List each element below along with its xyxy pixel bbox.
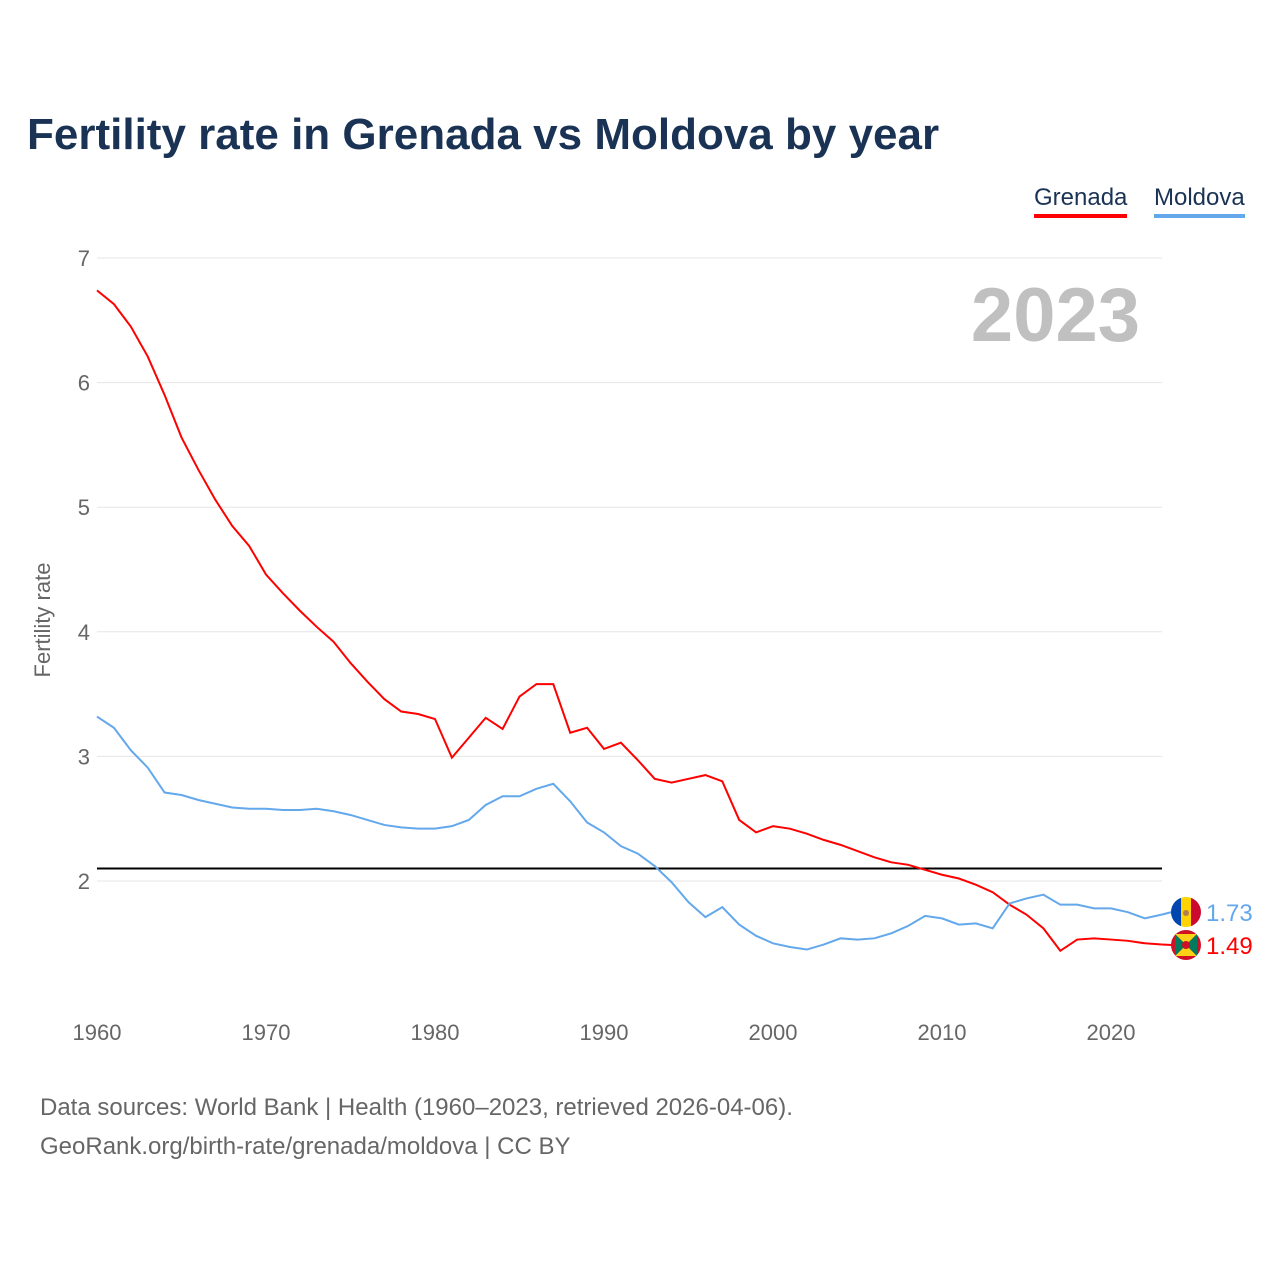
source-line-2[interactable]: GeoRank.org/birth-rate/grenada/moldova |… bbox=[40, 1133, 571, 1160]
y-tick-label: 5 bbox=[78, 495, 90, 520]
source-line-1: Data sources: World Bank | Health (1960–… bbox=[40, 1094, 793, 1121]
x-tick-label: 2020 bbox=[1087, 1020, 1136, 1045]
end-value-label-grenada: 1.49 bbox=[1206, 933, 1253, 960]
legend-moldova[interactable]: Moldova bbox=[1154, 184, 1245, 218]
y-tick-label: 6 bbox=[78, 371, 90, 396]
moldova-flag-icon bbox=[1171, 897, 1201, 927]
x-tick-label: 1970 bbox=[242, 1020, 291, 1045]
series-line-moldova bbox=[96, 715, 1162, 951]
x-tick-label: 1980 bbox=[411, 1020, 460, 1045]
x-tick-label: 2000 bbox=[749, 1020, 798, 1045]
legend-grenada[interactable]: Grenada bbox=[1034, 184, 1128, 218]
x-tick-label: 1990 bbox=[580, 1020, 629, 1045]
series-line-grenada bbox=[96, 289, 1162, 953]
year-watermark: 2023 bbox=[971, 273, 1140, 358]
y-axis-label: Fertility rate bbox=[30, 563, 55, 678]
end-connector bbox=[1161, 911, 1173, 916]
source-note: Data sources: World Bank | Health (1960–… bbox=[40, 1088, 793, 1166]
y-tick-label: 4 bbox=[78, 620, 90, 645]
end-value-label-moldova: 1.73 bbox=[1206, 900, 1253, 927]
x-tick-label: 1960 bbox=[73, 1020, 122, 1045]
x-tick-label: 2010 bbox=[918, 1020, 967, 1045]
y-tick-label: 3 bbox=[78, 744, 90, 769]
y-tick-label: 7 bbox=[78, 246, 90, 271]
chart-title: Fertility rate in Grenada vs Moldova by … bbox=[27, 110, 940, 159]
y-tick-label: 2 bbox=[78, 869, 90, 894]
grenada-flag-icon bbox=[1171, 930, 1201, 960]
